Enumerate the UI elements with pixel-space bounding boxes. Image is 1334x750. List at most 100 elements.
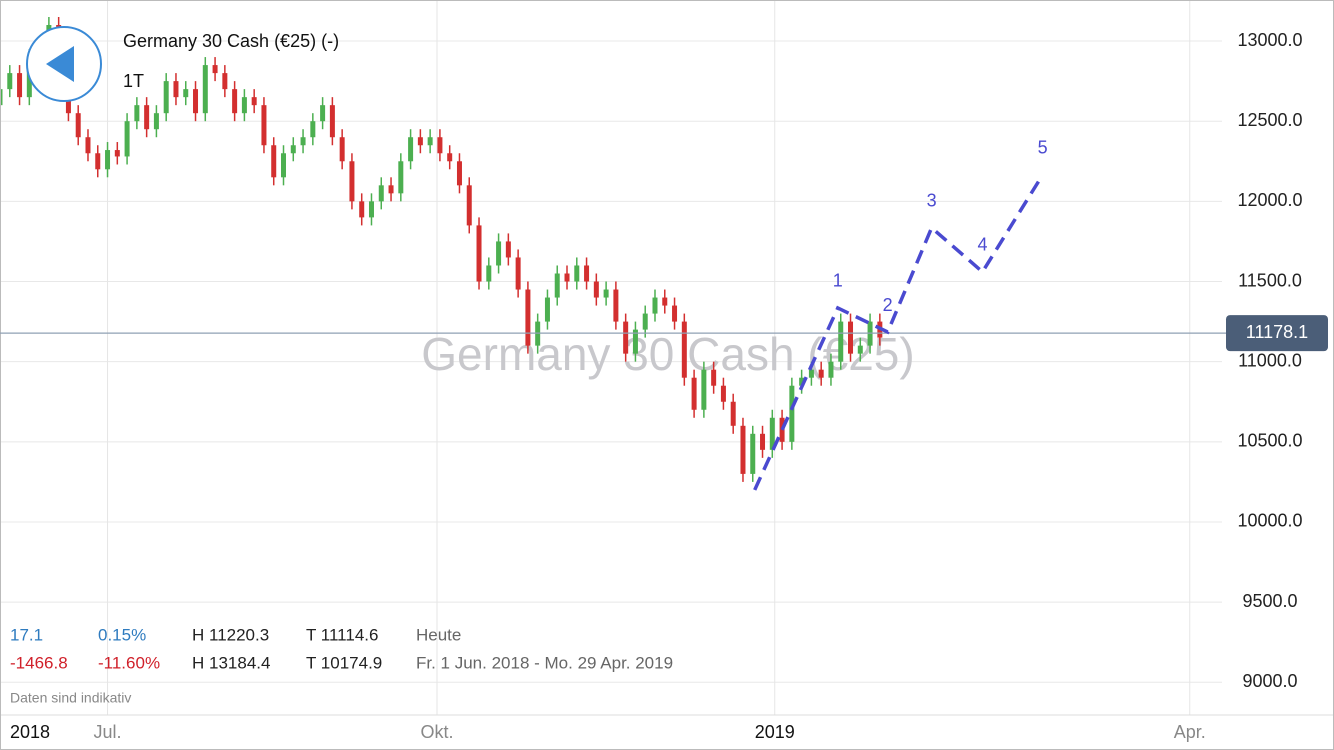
candle-body xyxy=(408,137,414,162)
wave-label: 4 xyxy=(977,235,987,255)
candle-body xyxy=(329,105,335,138)
candle-body xyxy=(388,185,394,194)
candle-body xyxy=(7,73,13,90)
candle-body xyxy=(828,361,834,378)
candle-body xyxy=(251,97,257,106)
candle-body xyxy=(720,385,726,402)
wave-label: 5 xyxy=(1038,138,1048,158)
x-tick-label: Okt. xyxy=(420,722,453,742)
candle-body xyxy=(701,369,707,410)
candle-body xyxy=(153,113,159,130)
candle-body xyxy=(105,150,111,170)
candle-body xyxy=(564,273,570,282)
y-tick-label: 12500.0 xyxy=(1237,110,1302,130)
candle-body xyxy=(486,265,492,282)
y-tick-label: 12000.0 xyxy=(1237,190,1302,210)
candle-body xyxy=(193,89,199,114)
candle-body xyxy=(290,145,296,154)
wave-label: 3 xyxy=(927,191,937,211)
candle-body xyxy=(769,417,775,450)
candle-body xyxy=(320,105,326,122)
y-tick-label: 9000.0 xyxy=(1242,671,1297,691)
candle-body xyxy=(124,121,130,157)
candle-body xyxy=(525,289,531,346)
y-tick-label: 9500.0 xyxy=(1242,591,1297,611)
wave-label: 1 xyxy=(833,271,843,291)
grid xyxy=(0,0,1222,715)
stat-high: H 11220.3 xyxy=(192,625,269,644)
candle-body xyxy=(447,153,453,162)
candle-body xyxy=(134,105,140,122)
back-arrow[interactable] xyxy=(46,46,74,82)
stat-period: Fr. 1 Jun. 2018 - Mo. 29 Apr. 2019 xyxy=(416,653,673,672)
back-button[interactable] xyxy=(26,26,102,102)
candle-body xyxy=(261,105,267,146)
candle-body xyxy=(212,65,218,74)
candle-body xyxy=(760,433,766,450)
candle-body xyxy=(789,385,795,442)
candle-body xyxy=(799,377,805,386)
candle-body xyxy=(818,369,824,378)
candle-body xyxy=(652,297,658,314)
candle-body xyxy=(584,265,590,282)
candle-body xyxy=(75,113,81,138)
candle-body xyxy=(310,121,316,138)
candle-body xyxy=(505,241,511,258)
candle-body xyxy=(642,313,648,330)
candle-body xyxy=(241,97,247,114)
candle-body xyxy=(183,89,189,98)
stat-low: T 10174.9 xyxy=(306,653,382,672)
candle-body xyxy=(857,345,863,354)
x-tick-label-bg xyxy=(738,718,811,748)
y-tick-label: 10000.0 xyxy=(1237,511,1302,531)
interval: 1T xyxy=(123,71,144,91)
candle-body xyxy=(144,105,150,130)
price-label: 11178.1 xyxy=(1246,322,1308,342)
candle-body xyxy=(232,89,238,114)
candle-body xyxy=(496,241,502,266)
candle-body xyxy=(85,137,91,154)
x-tick-label: 2019 xyxy=(755,722,795,742)
stat-period: Heute xyxy=(416,625,461,644)
candle-body xyxy=(662,297,668,306)
stat-percent: -11.60% xyxy=(98,653,160,672)
candle-body xyxy=(672,305,678,322)
candle-body xyxy=(95,153,101,170)
candle-body xyxy=(359,201,365,218)
wave-label: 2 xyxy=(883,295,893,315)
candle-body xyxy=(838,321,844,362)
candle-body xyxy=(222,73,228,90)
y-tick-label: 11000.0 xyxy=(1238,350,1302,370)
candle-body xyxy=(476,225,482,282)
candle-body xyxy=(623,321,629,354)
candle-body xyxy=(427,137,433,146)
candle-body xyxy=(368,201,374,218)
candle-body xyxy=(613,289,619,322)
price-label-bg xyxy=(1226,315,1328,352)
candle-body xyxy=(711,369,717,386)
candle-body xyxy=(574,265,580,282)
x-tick-label: 2018 xyxy=(10,722,50,742)
candle-body xyxy=(300,137,306,146)
candle-body xyxy=(554,273,560,298)
candle-body xyxy=(593,281,599,298)
candle-body xyxy=(603,289,609,298)
stat-percent: 0.15% xyxy=(98,625,146,644)
candle-body xyxy=(114,150,120,157)
candle-body xyxy=(544,297,550,322)
y-tick-label: 10500.0 xyxy=(1237,431,1302,451)
y-tick-label: 13000.0 xyxy=(1237,30,1302,50)
chart-title: Germany 30 Cash (€25) (-) xyxy=(123,31,339,51)
candle-body xyxy=(17,73,23,98)
candle-body xyxy=(681,321,687,378)
x-tick-label: Jul. xyxy=(94,722,122,742)
stat-change: -1466.8 xyxy=(10,653,68,672)
candle-body xyxy=(740,425,746,474)
candle-body xyxy=(378,185,384,202)
candle-body xyxy=(202,65,208,114)
candle-body xyxy=(163,81,169,114)
candle-body xyxy=(466,185,472,226)
candle-body xyxy=(848,321,854,354)
